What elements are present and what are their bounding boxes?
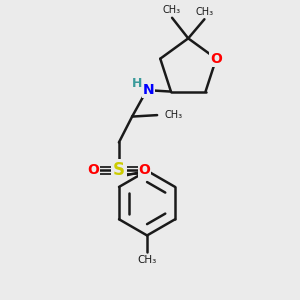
- Text: O: O: [139, 164, 150, 177]
- Text: CH₃: CH₃: [137, 255, 157, 265]
- Text: S: S: [113, 161, 125, 179]
- Text: H: H: [132, 77, 142, 90]
- Text: O: O: [210, 52, 222, 66]
- Text: CH₃: CH₃: [164, 110, 183, 120]
- Text: CH₃: CH₃: [163, 5, 181, 15]
- Text: O: O: [87, 164, 99, 177]
- Text: CH₃: CH₃: [195, 7, 214, 17]
- Text: N: N: [143, 83, 155, 97]
